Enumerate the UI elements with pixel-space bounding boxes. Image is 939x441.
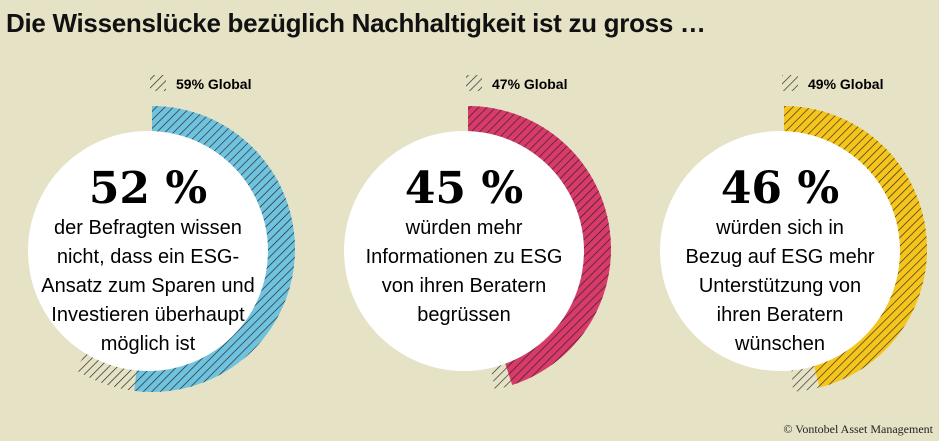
value-label: 45 % <box>405 163 523 214</box>
center-circle <box>660 131 900 371</box>
value-label: 52 % <box>89 163 207 214</box>
description-line: Investieren überhaupt <box>51 304 245 326</box>
description-line: Ansatz zum Sparen und <box>41 275 254 297</box>
page-title: Die Wissenslücke bezüglich Nachhaltigkei… <box>6 8 706 38</box>
description-line: würden sich in <box>715 217 844 239</box>
donut-1: 59% Global 52 % der Befragten wissen nicht,… <box>28 75 296 392</box>
description-line: von ihren Beratern <box>382 275 547 297</box>
global-label: 59% Global <box>176 76 251 92</box>
global-arc <box>75 106 296 392</box>
description-line: Unterstützung von <box>699 275 861 297</box>
global-legend: 47% Global <box>466 75 567 92</box>
center-circle <box>344 131 584 371</box>
global-legend: 49% Global <box>782 75 883 92</box>
donut-2: 47% Global 45 % würden mehr Informationen z… <box>344 75 611 390</box>
description-line: begrüssen <box>417 304 510 326</box>
hatch-swatch-icon <box>466 75 482 91</box>
value-label: 46 % <box>721 163 839 214</box>
description-line: möglich ist <box>101 333 196 355</box>
hatch-swatch-icon <box>150 75 166 91</box>
description-line: der Befragten wissen <box>54 217 242 239</box>
value-arc-hatch <box>134 106 295 392</box>
global-label: 47% Global <box>492 76 567 92</box>
description-line: Informationen zu ESG <box>366 246 563 268</box>
value-arc-hatch <box>468 106 611 386</box>
description-line: nicht, dass ein ESG- <box>57 246 239 268</box>
description-line: Bezug auf ESG mehr <box>686 246 875 268</box>
global-label: 49% Global <box>808 76 883 92</box>
value-arc-hatch <box>784 106 927 388</box>
donut-3: 49% Global 46 % würden sich in Bezug auf ES… <box>660 75 927 392</box>
description-line: ihren Beratern <box>717 304 844 326</box>
hatch-swatch-icon <box>782 75 798 91</box>
center-circle <box>28 131 268 371</box>
description-line: würden mehr <box>405 217 523 239</box>
description-line: wünschen <box>734 333 825 355</box>
copyright: © Vontobel Asset Management <box>783 422 933 436</box>
global-legend: 59% Global <box>150 75 251 92</box>
